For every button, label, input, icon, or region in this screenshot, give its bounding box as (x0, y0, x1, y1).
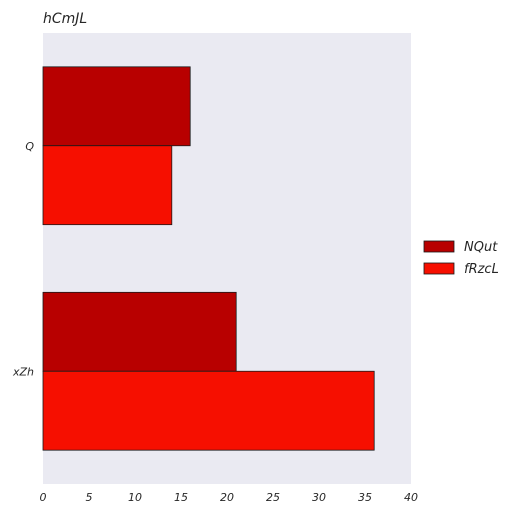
legend-swatch-NQut (423, 240, 455, 253)
x-tick-label: 5 (86, 491, 93, 504)
bar-NQut-Q (42, 66, 191, 147)
chart-title: hCmJL (43, 11, 87, 27)
bars-group (42, 66, 375, 451)
x-tick-label: 0 (40, 491, 47, 504)
x-tick-labels: 0 5 10 15 20 25 30 35 40 (40, 491, 419, 504)
x-tick-label: 25 (266, 491, 280, 504)
x-tick-label: 40 (404, 491, 418, 504)
bar-fRzcL-xZh (42, 370, 375, 451)
legend: NQut fRzcL (423, 240, 499, 277)
x-tick-label: 15 (174, 491, 188, 504)
x-tick-label: 35 (358, 491, 372, 504)
legend-swatch-fRzcL (423, 262, 455, 275)
legend-label-NQut: NQut (464, 240, 498, 255)
bar-NQut-xZh (42, 291, 237, 372)
x-tick-label: 30 (312, 491, 326, 504)
x-tick-label: 20 (220, 491, 234, 504)
y-tick-label: Q (25, 140, 34, 153)
y-tick-label: xZh (12, 365, 34, 378)
legend-label-fRzcL: fRzcL (464, 262, 499, 277)
bar-fRzcL-Q (42, 145, 173, 226)
x-tick-label: 10 (128, 491, 142, 504)
